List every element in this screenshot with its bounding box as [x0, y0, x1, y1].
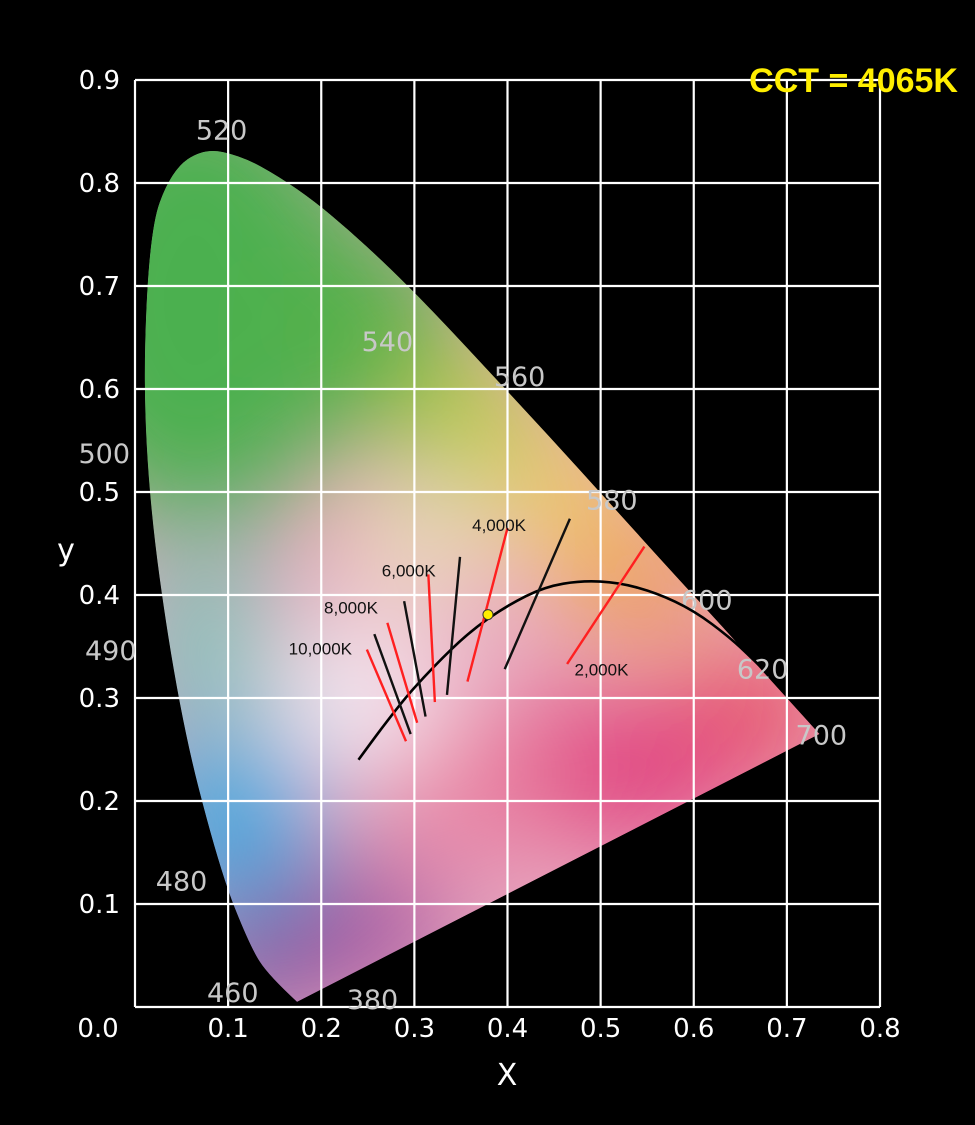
wavelength-label: 620	[737, 654, 789, 685]
wavelength-label: 460	[207, 978, 259, 1009]
wavelength-label: 560	[494, 362, 546, 393]
y-tick-label: 0.6	[79, 375, 120, 405]
x-axis-label: X	[497, 1058, 518, 1093]
y-tick-label: 0.8	[79, 169, 120, 199]
wavelength-label: 580	[586, 486, 638, 517]
wavelength-label: 480	[156, 867, 208, 898]
wavelength-label: 380	[347, 985, 399, 1016]
wavelength-label: 540	[362, 327, 414, 358]
wavelength-label: 520	[196, 116, 248, 147]
x-tick-label: 0.8	[859, 1014, 900, 1044]
x-tick-label: 0.3	[394, 1014, 435, 1044]
isotherm-label: 2,000K	[575, 660, 630, 679]
y-tick-label: 0.7	[79, 272, 120, 302]
chromaticity-gamut	[25, 70, 830, 1015]
y-axis-label: y	[57, 533, 75, 568]
x-tick-label: 0.2	[301, 1014, 342, 1044]
isotherm-label: 6,000K	[382, 561, 437, 580]
x-tick-label: 0.0	[77, 1014, 118, 1044]
cct-readout: CCT = 4065K	[749, 62, 958, 100]
x-tick-label: 0.4	[487, 1014, 528, 1044]
wavelength-label: 600	[681, 585, 733, 616]
x-tick-label: 0.5	[580, 1014, 621, 1044]
y-tick-label: 0.1	[79, 890, 120, 920]
y-tick-label: 0.2	[79, 787, 120, 817]
wavelength-label: 500	[78, 439, 130, 470]
isotherm-label: 8,000K	[324, 599, 379, 618]
y-tick-label: 0.4	[79, 581, 120, 611]
isotherm-label: 10,000K	[289, 640, 353, 659]
x-tick-label: 0.7	[766, 1014, 807, 1044]
y-tick-label: 0.5	[79, 478, 120, 508]
y-tick-label: 0.9	[79, 66, 120, 96]
x-tick-labels: 0.0 0.1 0.2 0.3 0.4 0.5 0.6 0.7 0.8	[77, 1014, 900, 1044]
wavelength-label: 700	[796, 720, 848, 751]
y-tick-label: 0.3	[79, 684, 120, 714]
isotherm-label: 4,000K	[472, 516, 527, 535]
x-tick-label: 0.6	[673, 1014, 714, 1044]
wavelength-label: 490	[85, 636, 137, 667]
y-tick-labels: 0.1 0.2 0.3 0.4 0.5 0.6 0.7 0.8 0.9	[79, 66, 120, 920]
measured-point	[483, 610, 493, 620]
x-tick-label: 0.1	[207, 1014, 248, 1044]
